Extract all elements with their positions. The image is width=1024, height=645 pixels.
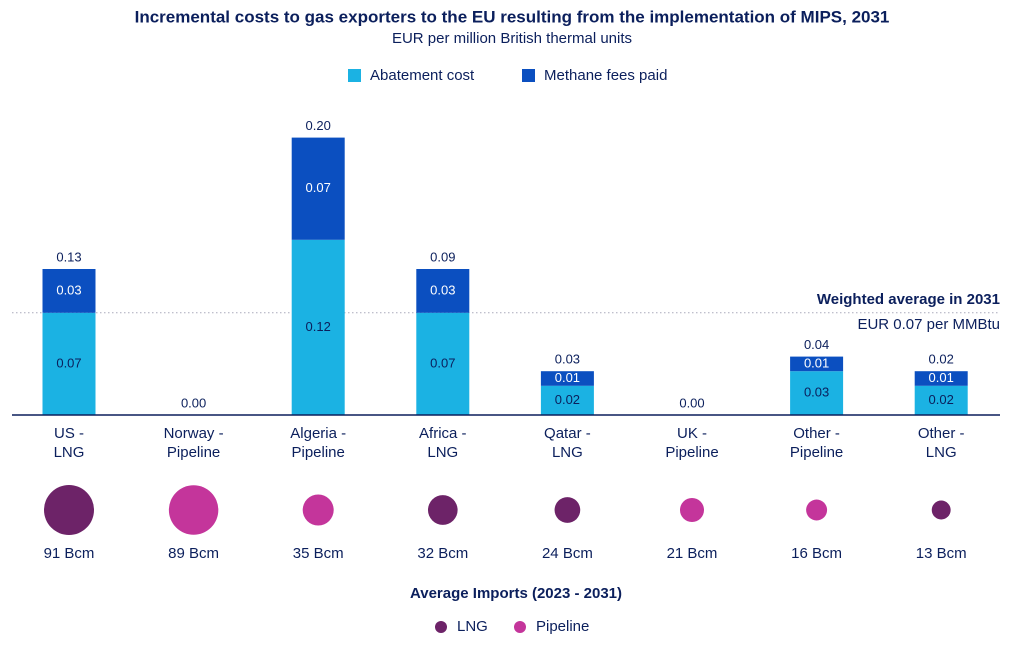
segment-label: 0.07: [430, 355, 455, 370]
import-label: 16 Bcm: [791, 545, 842, 562]
import-bubble: [679, 497, 705, 523]
imports-legend-dot: [435, 621, 447, 633]
import-label: 13 Bcm: [916, 545, 967, 562]
total-label: 0.09: [430, 249, 455, 264]
import-label: 35 Bcm: [293, 545, 344, 562]
reference-sublabel: EUR 0.07 per MMBtu: [857, 316, 1000, 333]
import-label: 32 Bcm: [417, 545, 468, 562]
bar-segment: [914, 385, 968, 415]
imports-legend-label: LNG: [457, 618, 488, 635]
import-label: 89 Bcm: [168, 545, 219, 562]
imports-title: Average Imports (2023 - 2031): [410, 585, 622, 602]
bar-segment: [42, 269, 96, 313]
bar-segment: [540, 385, 594, 415]
imports-legend-dot: [514, 621, 526, 633]
bar-segment: [416, 312, 470, 415]
legend-swatch: [522, 69, 535, 82]
chart-subtitle: EUR per million British thermal units: [392, 30, 632, 47]
bar-segment: [540, 371, 594, 386]
segment-label: 0.07: [306, 180, 331, 195]
x-tick-label: LNG: [926, 444, 957, 461]
total-label: 0.04: [804, 337, 829, 352]
segment-label: 0.01: [929, 370, 954, 385]
total-label: 0.00: [679, 395, 704, 410]
x-tick-label: LNG: [54, 444, 85, 461]
import-label: 24 Bcm: [542, 545, 593, 562]
total-label: 0.02: [929, 352, 954, 367]
import-bubble: [168, 485, 219, 535]
x-tick-label: LNG: [552, 444, 583, 461]
import-bubble: [931, 500, 951, 520]
bar-segment: [291, 137, 345, 240]
bar-segment: [790, 356, 844, 372]
imports-legend-label: Pipeline: [536, 618, 589, 635]
bar-segment: [416, 269, 470, 313]
bar-segment: [42, 312, 96, 415]
segment-label: 0.03: [804, 385, 829, 400]
total-label: 0.03: [555, 352, 580, 367]
import-bubble: [554, 497, 581, 523]
x-tick-label: Norway -: [164, 425, 224, 442]
segment-label: 0.12: [306, 319, 331, 334]
x-tick-label: LNG: [427, 444, 458, 461]
segment-label: 0.03: [56, 282, 81, 297]
bar-segment: [291, 239, 345, 415]
total-label: 0.13: [56, 249, 81, 264]
import-bubble: [806, 499, 828, 521]
total-label: 0.00: [181, 395, 206, 410]
bar-segment: [914, 371, 968, 386]
x-tick-label: Pipeline: [665, 444, 718, 461]
x-tick-label: Pipeline: [292, 444, 345, 461]
import-bubble: [44, 485, 94, 535]
x-tick-label: Other -: [793, 425, 840, 442]
x-tick-label: Pipeline: [167, 444, 220, 461]
segment-label: 0.01: [804, 355, 829, 370]
legend-label: Methane fees paid: [544, 67, 667, 84]
total-label: 0.20: [306, 118, 331, 133]
import-label: 91 Bcm: [44, 545, 95, 562]
x-tick-label: Algeria -: [290, 425, 346, 442]
import-bubble: [302, 494, 334, 526]
segment-label: 0.01: [555, 370, 580, 385]
bar-segment: [790, 371, 844, 415]
segment-label: 0.02: [929, 392, 954, 407]
reference-label: Weighted average in 2031: [817, 291, 1000, 308]
import-bubble: [427, 495, 458, 525]
legend-swatch: [348, 69, 361, 82]
legend-label: Abatement cost: [370, 67, 475, 84]
x-tick-label: Africa -: [419, 425, 467, 442]
segment-label: 0.07: [56, 355, 81, 370]
x-tick-label: UK -: [677, 425, 707, 442]
segment-label: 0.03: [430, 282, 455, 297]
x-tick-label: Other -: [918, 425, 965, 442]
x-tick-label: Pipeline: [790, 444, 843, 461]
import-label: 21 Bcm: [667, 545, 718, 562]
x-tick-label: US -: [54, 425, 84, 442]
x-tick-label: Qatar -: [544, 425, 591, 442]
segment-label: 0.02: [555, 392, 580, 407]
chart-title: Incremental costs to gas exporters to th…: [135, 7, 890, 26]
